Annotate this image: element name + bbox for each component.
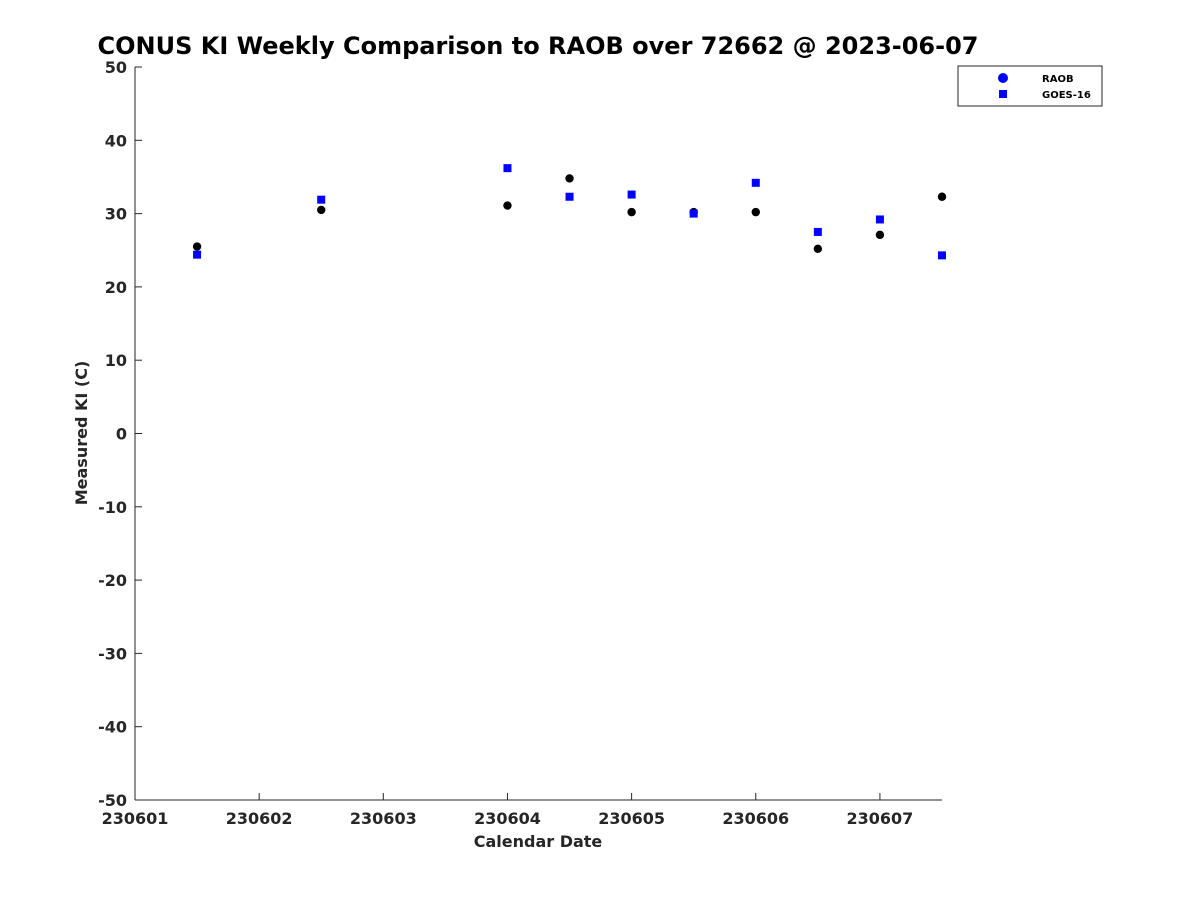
raob-point [192,242,202,251]
raob-point [565,174,574,183]
y-tick-label: -30 [98,644,127,663]
legend-goes-16-marker [999,90,1007,98]
y-tick-label: 40 [105,131,127,150]
legend: RAOB GOES-16 [957,65,1103,107]
raob-point [751,207,760,217]
x-tick-label: 230602 [226,809,293,828]
legend-label: RAOB [1042,74,1074,85]
x-axis-label: Calendar Date [474,832,603,851]
y-axis-label: Measured KI (C) [72,361,91,506]
y-ticks: -50 -40 -30 -20 -10 0 10 20 30 40 50 [98,58,142,810]
data-points [192,164,947,260]
raob-point [627,207,636,217]
x-tick-label: 230607 [847,809,914,828]
legend-box [957,65,1103,107]
x-tick-label: 230601 [102,809,169,828]
raob-point [317,205,326,215]
chart-title: CONUS KI Weekly Comparison to RAOB over … [98,32,979,60]
x-ticks: 230601 230602 230603 230604 230605 230606 2306… [102,793,914,828]
raob-point [937,192,947,201]
y-tick-label: 20 [105,278,127,297]
y-tick-label: -10 [98,498,127,517]
x-tick-label: 230605 [598,809,665,828]
raob-point [875,230,885,240]
y-tick-label: 30 [105,205,127,224]
goes-16-point [813,227,822,236]
goes-16-point [317,195,326,204]
goes-16-point [503,164,512,173]
goes-16-point [689,209,698,218]
goes-16-point [627,190,636,199]
goes-16-point [875,215,884,224]
x-tick-label: 230604 [474,809,541,828]
legend-label: GOES-16 [1042,90,1091,101]
raob-point [503,201,512,210]
goes-16-point [751,178,760,187]
legend-items: RAOB GOES-16 [998,73,1091,101]
x-tick-label: 230603 [350,809,417,828]
goes-16-point [565,192,574,201]
y-tick-label: 50 [105,58,127,77]
y-tick-label: -20 [98,571,127,590]
y-tick-label: -50 [98,791,127,810]
legend-raob-marker [998,73,1008,83]
x-tick-label: 230606 [722,809,789,828]
raob-point [813,244,823,253]
y-tick-label: 0 [116,425,127,444]
goes-16-point [938,251,946,260]
goes-16-point [193,250,202,259]
y-tick-label: 10 [105,351,127,370]
y-tick-label: -40 [98,718,127,737]
